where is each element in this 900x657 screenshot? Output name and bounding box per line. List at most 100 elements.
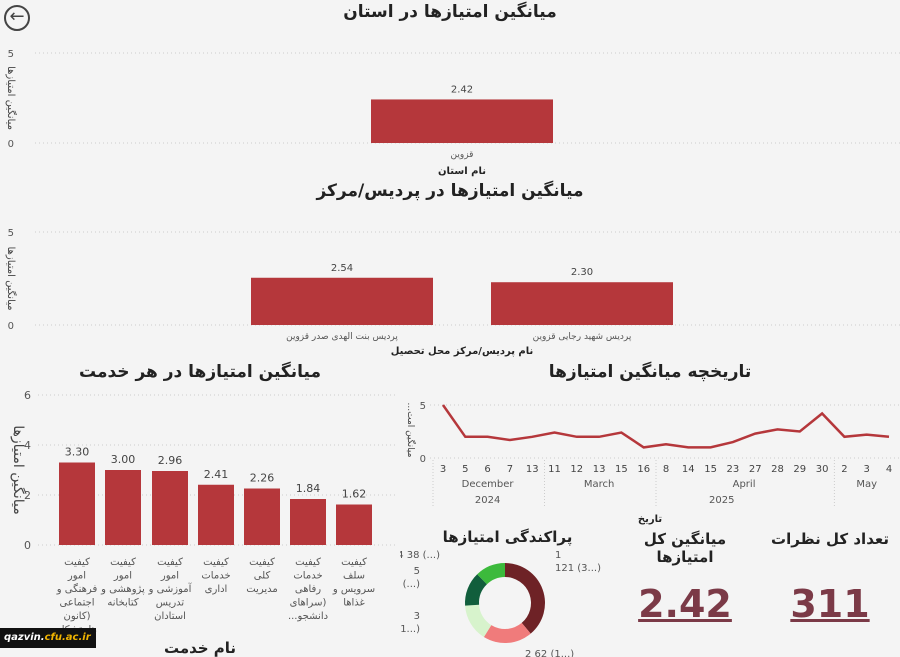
x-tick-label: کلی: [254, 571, 271, 582]
history-chart-title: تاریخچه میانگین امتیازها: [548, 362, 752, 382]
data-label: 1.84: [296, 482, 321, 495]
year-label: 2024: [475, 495, 500, 506]
x-tick-label: پردیس شهید رجایی قزوین: [533, 332, 632, 342]
arrow-left-icon: ←: [9, 6, 25, 27]
slice-value-label: 121 (3...): [555, 563, 601, 574]
x-tick-label: کیفیت: [341, 557, 367, 568]
x-tick-label: 3: [864, 464, 870, 475]
x-tick-label: 28: [771, 464, 784, 475]
data-label: 2.30: [571, 267, 593, 278]
x-tick-label: 12: [570, 464, 583, 475]
x-tick-label: 3: [440, 464, 446, 475]
x-tick-label: رفاهی: [295, 584, 321, 595]
x-tick-label: (کانون: [63, 611, 90, 622]
x-tick-label: کیفیت: [157, 557, 183, 568]
x-tick-label: 4: [886, 464, 892, 475]
x-tick-label: 15: [704, 464, 717, 475]
data-label: 2.42: [451, 84, 473, 95]
month-label: April: [733, 479, 756, 490]
slice-value-label: 4 38 (...): [400, 550, 440, 561]
slice-category-label: 3: [414, 611, 420, 622]
x-tick-label: پژوهشی و: [100, 584, 145, 595]
x-tick-label: پردیس بنت الهدی صدر قزوین: [286, 332, 398, 342]
donut-slice: [465, 604, 492, 637]
avg-score-label: میانگین کل امتیازها: [643, 530, 727, 566]
watermark-domain: cfu.ac.ir: [44, 632, 91, 643]
bar: [371, 99, 553, 143]
x-tick-label: 7: [507, 464, 513, 475]
x-tick-label: مدیریت: [246, 584, 278, 595]
slice-category-label: 1: [555, 550, 561, 561]
distribution-chart-title: پراکندگی امتیازها: [442, 528, 573, 546]
x-tick-label: کتابخانه: [107, 598, 138, 609]
slice-value-label: 43 (...): [400, 579, 420, 590]
data-label: 3.30: [65, 446, 90, 459]
avg-score-value[interactable]: 2.42: [638, 582, 732, 626]
data-label: 2.96: [158, 454, 183, 467]
month-label: December: [462, 479, 515, 490]
donut-slice: [477, 563, 505, 585]
y-tick-label: 2: [24, 489, 31, 502]
x-tick-label: امور: [113, 571, 132, 582]
y-axis-title: میانگین امتیازها: [10, 425, 27, 514]
y-tick-label: 5: [8, 228, 14, 239]
bar: [251, 277, 433, 325]
x-tick-label: 15: [615, 464, 628, 475]
data-label: 2.26: [250, 472, 275, 485]
x-tick-label: آموزشی و: [148, 582, 193, 595]
y-tick-label: 5: [420, 401, 426, 412]
data-label: 1.62: [342, 488, 367, 501]
bar: [244, 488, 280, 545]
y-tick-label: 5: [8, 49, 14, 60]
x-tick-label: 13: [526, 464, 539, 475]
bar: [105, 470, 141, 545]
campus-chart: 0 5 میانگین امتیازها 2.54 پردیس بنت الهدی صد…: [5, 228, 900, 357]
back-button[interactable]: ←: [4, 5, 30, 31]
x-tick-label: فرهنگی و: [56, 583, 98, 595]
x-tick-label: امور: [160, 571, 179, 582]
province-chart: 0 5 میانگین امتیازها 2.42 قزوین نام استان: [5, 49, 900, 177]
x-axis-title: نام خدمت: [164, 639, 236, 657]
x-tick-label: 27: [749, 464, 762, 475]
total-reviews-value[interactable]: 311: [790, 582, 870, 626]
y-tick-label: 0: [8, 139, 14, 150]
x-axis-title: تاریخ: [638, 514, 662, 525]
x-tick-label: (سراهای: [290, 598, 327, 609]
x-tick-label: دانشجو...: [288, 611, 328, 622]
x-tick-label: 8: [663, 464, 669, 475]
year-label: 2025: [709, 495, 734, 506]
service-chart-title: میانگین امتیازها در هر خدمت: [78, 362, 322, 382]
watermark-host: qazvin.: [4, 632, 45, 643]
x-tick-label: 11: [548, 464, 561, 475]
bar: [152, 471, 188, 545]
campus-chart-title: میانگین امتیازها در پردیس/مرکز: [316, 181, 584, 201]
donut-slice: [483, 622, 531, 643]
watermark-logo: qazvin.cfu.ac.ir: [0, 628, 96, 648]
total-reviews-label: تعداد کل نظرات: [771, 530, 889, 548]
x-tick-label: کیفیت: [110, 557, 136, 568]
province-chart-title: میانگین امتیازها در استان: [343, 2, 557, 22]
x-tick-label: کیفیت: [249, 557, 275, 568]
x-tick-label: اداری: [205, 584, 228, 595]
y-tick-label: 4: [24, 439, 31, 452]
slice-category-label: 5: [414, 566, 420, 577]
y-tick-label: 0: [24, 539, 31, 552]
y-axis-title: میانگین امتیازها: [5, 247, 17, 311]
x-tick-label: اجتماعی: [59, 598, 94, 609]
x-tick-label: استادان: [154, 611, 186, 622]
slice-value-label: 2 62 (1...): [525, 649, 574, 657]
x-tick-label: کیفیت: [64, 557, 90, 568]
x-tick-label: 30: [816, 464, 829, 475]
x-tick-label: غذاها: [343, 598, 365, 609]
y-axis-title: میانگین امتیازها: [5, 66, 17, 130]
x-tick-label: کیفیت: [203, 557, 229, 568]
bar: [491, 282, 673, 325]
x-tick-label: 16: [637, 464, 650, 475]
x-tick-label: 5: [462, 464, 468, 475]
donut-slice: [465, 574, 487, 606]
x-tick-label: تدریس: [156, 598, 185, 609]
x-tick-label: 2: [841, 464, 847, 475]
bar: [198, 484, 234, 545]
x-tick-label: خدمات: [201, 571, 230, 582]
month-label: May: [856, 479, 877, 490]
